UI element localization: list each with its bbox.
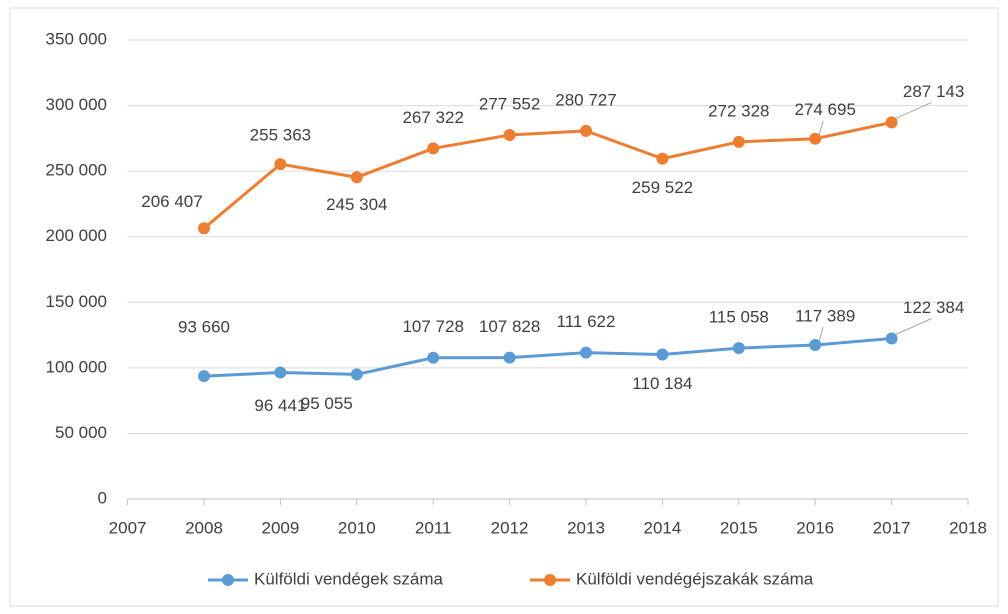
point [350,171,363,184]
point [885,116,898,129]
x-tick-label: 2017 [873,518,911,537]
data-label: 122 384 [903,298,964,317]
point [427,142,440,155]
data-label: 111 622 [557,312,616,331]
data-label: 115 058 [709,308,769,327]
point [580,124,592,137]
y-tick-label: 350 000 [46,29,107,48]
data-label: 272 328 [708,101,769,120]
x-tick-label: 2015 [720,518,758,537]
data-label: 245 304 [326,195,387,214]
x-tick-label: 2009 [261,518,299,537]
legend-label: Külföldi vendégek száma [254,569,444,588]
x-tick-label: 2010 [338,518,376,537]
y-tick-label: 200 000 [46,226,107,245]
x-tick-label: 2007 [109,518,147,537]
point [885,332,898,345]
data-label: 287 143 [903,82,964,101]
y-tick-label: 100 000 [46,357,107,376]
data-label: 277 552 [479,94,540,113]
x-tick-label: 2012 [491,518,529,537]
x-tick-label: 2011 [415,518,452,537]
data-label: 107 828 [479,317,540,336]
data-label: 96 441 [254,396,306,415]
data-label: 93 660 [178,318,230,337]
x-tick-label: 2008 [185,518,223,537]
data-label: 267 322 [402,108,463,127]
point [809,132,822,145]
point [503,351,516,364]
leader-line [895,318,932,335]
data-label: 280 727 [555,90,616,109]
point [427,351,440,364]
y-tick-label: 150 000 [46,292,107,311]
y-tick-label: 0 [98,488,107,507]
legend-marker [222,574,234,586]
data-label: 206 407 [141,192,202,211]
leader-line [895,101,932,119]
point [580,346,592,359]
x-tick-label: 2013 [567,518,605,537]
y-tick-label: 300 000 [46,95,107,114]
x-tick-label: 2016 [796,518,834,537]
x-tick-label: 2018 [949,518,987,537]
legend-marker [544,574,556,586]
point [503,129,516,142]
series-line [203,337,892,378]
point [732,342,745,355]
data-label: 110 184 [632,374,692,393]
point [656,152,669,165]
point [656,348,669,361]
chart-border [9,7,999,607]
point [809,339,822,352]
data-label: 259 522 [632,178,693,197]
data-label: 274 695 [794,100,855,119]
point [198,222,210,235]
point [732,135,745,148]
point [274,366,287,379]
data-label: 117 389 [795,307,855,326]
point [350,368,363,381]
leader-line [818,326,824,342]
y-tick-label: 250 000 [46,161,107,180]
legend-label: Külföldi vendégéjszakák száma [576,569,814,588]
series-line [203,120,892,230]
y-tick-label: 50 000 [55,423,107,442]
point [274,158,287,171]
data-label: 255 363 [250,126,311,145]
point [198,370,210,383]
data-label: 107 728 [402,317,463,336]
data-label: 95 055 [301,394,353,413]
leader-line [818,120,824,135]
x-tick-label: 2014 [643,518,681,537]
